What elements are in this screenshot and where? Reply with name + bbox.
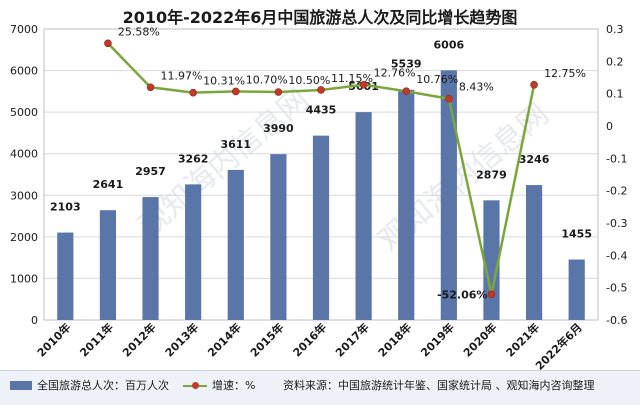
growth-value-label: 10.70% [246,73,288,86]
x-tick-label: 2012年 [119,320,158,359]
bar [185,184,202,320]
bar-value-label: 2103 [50,201,81,214]
legend-bar-label: 全国旅游总人次：百万人次 [37,379,169,392]
x-tick-label: 2020年 [460,320,499,359]
y-left-tick-label: 5000 [10,106,38,119]
y-left-tick-label: 7000 [10,23,38,36]
bar-value-label: 4435 [306,104,337,117]
legend-strip [0,370,640,405]
bar-value-label: 3246 [519,153,550,166]
y-right-tick-label: -0.6 [606,314,627,327]
bar-value-label: 1455 [561,228,592,241]
growth-marker [359,80,368,89]
x-tick-label: 2013年 [162,320,201,359]
bar-value-label: 2879 [476,168,507,181]
y-left-tick-label: 1000 [10,272,38,285]
growth-value-label: 10.31% [203,75,245,88]
growth-value-label: 10.76% [416,73,458,86]
growth-marker [189,88,197,97]
y-left-tick-label: 4000 [10,148,38,161]
y-left-tick-label: 6000 [10,65,38,78]
watermark-text: 观知海内信息网 [132,82,315,244]
bar-value-label: 3262 [178,152,209,165]
y-left-tick-label: 0 [31,314,38,327]
bar-series [57,70,585,321]
legend-line-swatch [183,381,207,390]
growth-marker [146,83,155,92]
y-right-tick-label: -0.5 [606,282,627,295]
bar [312,135,330,320]
growth-marker [104,39,112,48]
bar [99,210,117,320]
growth-data-labels: 25.58%11.97% 10.31% 10.70% 10.50% 11.15% 12.7… [118,25,586,301]
bar-value-label: 3990 [263,122,294,135]
bar-value-label: 5539 [391,58,422,71]
y-right-tick-label: -0.3 [606,217,627,230]
growth-value-label: 12.75% [544,67,586,80]
x-tick-label: 2014年 [205,320,244,359]
growth-marker [445,94,453,103]
bar [355,112,372,320]
x-tick-label: 2021年 [503,320,542,359]
bar [57,232,74,320]
bar [270,154,287,320]
growth-marker [530,80,538,89]
growth-value-label: -52.06% [437,288,487,301]
bar [398,89,415,320]
y-left-tick-label: 3000 [10,189,38,202]
x-axis: 2010年 2011年 2012年 2013年 2014年 2015年 2016年 2017年… [34,320,585,373]
growth-value-label: 11.97% [161,69,203,82]
y-axis-right: 0.3 0.2 0.1 0 -0.1 -0.2 -0.3 -0.4 -0.5 -0.6 [606,23,627,327]
legend-bar-swatch [10,380,32,390]
y-right-tick-label: 0.3 [606,23,624,36]
y-right-tick-label: 0.1 [606,88,624,101]
bar [568,259,585,320]
x-tick-label: 2015年 [247,320,286,359]
bar-value-label: 6006 [434,38,465,51]
bar [227,169,244,320]
growth-value-label: 10.50% [288,74,330,87]
x-tick-label: 2016年 [290,320,329,359]
y-left-tick-label: 2000 [10,231,38,244]
growth-value-label: 11.15% [331,72,373,85]
y-right-tick-label: 0.2 [606,55,624,68]
x-tick-label: 2017年 [332,320,371,359]
legend-line-label: 增速：% [212,379,256,392]
bar-value-label: 2641 [93,178,124,191]
growth-value-label: 12.76% [374,67,416,80]
source-note: 资料来源：中国旅游统计年鉴、国家统计局 、观知海内咨询整理 [283,379,595,392]
growth-marker [274,88,283,96]
growth-marker [487,290,496,299]
growth-marker [317,86,325,94]
bar [483,200,500,320]
chart-title: 2010年-2022年6月中国旅游总人次及同比增长趋势图 [122,8,518,27]
x-tick-label: 2010年 [34,320,73,359]
x-tick-label: 2011年 [77,320,116,359]
bar [440,70,457,321]
bar-value-label: 3611 [220,138,251,151]
y-right-tick-label: -0.4 [606,249,627,262]
x-tick-label: 2019年 [418,320,457,359]
x-tick-label: 2018年 [375,320,414,359]
y-axis-left: 0 1000 2000 3000 4000 5000 6000 7000 [10,23,38,327]
growth-value-label: 8.43% [459,81,494,94]
y-right-tick-label: -0.1 [606,152,627,165]
bar-value-label: 2957 [135,165,166,178]
growth-line-series [104,39,538,299]
legend-line-series: 增速：% [183,377,255,393]
legend-bar-series: 全国旅游总人次：百万人次 [10,377,169,393]
growth-value-label: 25.58% [118,25,160,38]
y-right-tick-label: -0.2 [606,185,627,198]
growth-marker [402,87,411,96]
growth-marker [231,87,240,96]
y-right-tick-label: 0 [606,120,613,133]
bar [525,185,543,320]
bar [142,197,159,320]
